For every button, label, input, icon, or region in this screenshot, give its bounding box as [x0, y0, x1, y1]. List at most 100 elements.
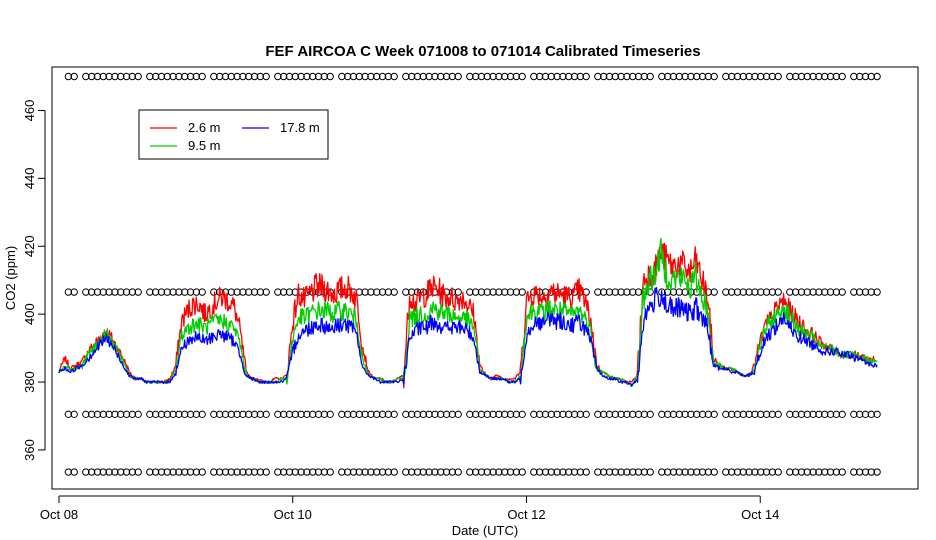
reference-point [797, 72, 806, 81]
reference-point [390, 410, 398, 419]
reference-point [687, 468, 695, 476]
reference-point [239, 72, 247, 81]
reference-point [483, 288, 491, 296]
reference-point [338, 468, 346, 476]
reference-point [146, 72, 154, 81]
reference-point [134, 468, 142, 476]
reference-point [151, 410, 160, 419]
reference-point [518, 72, 526, 81]
reference-point [157, 72, 166, 81]
reference-point [797, 288, 806, 296]
reference-point [402, 288, 410, 296]
reference-point [832, 410, 841, 419]
reference-point [483, 72, 491, 81]
reference-point [535, 468, 544, 476]
reference-point [570, 410, 579, 419]
reference-point [169, 72, 177, 81]
reference-point [727, 72, 736, 81]
reference-point [233, 410, 241, 419]
reference-point [250, 288, 259, 296]
reference-point [570, 72, 579, 81]
reference-point [710, 468, 718, 476]
reference-point [599, 410, 608, 419]
reference-point [722, 468, 730, 476]
reference-point [215, 410, 224, 419]
x-tick-label: Oct 08 [40, 507, 78, 522]
reference-point [774, 410, 782, 419]
reference-point [87, 410, 96, 419]
reference-point [762, 72, 771, 81]
reference-point [87, 468, 96, 476]
reference-point [495, 410, 503, 419]
reference-point [186, 468, 195, 476]
reference-point [727, 288, 736, 296]
reference-point [157, 468, 166, 476]
reference-point [82, 72, 90, 81]
reference-point [367, 288, 375, 296]
reference-point [733, 468, 742, 476]
reference-point [774, 288, 782, 296]
reference-point [419, 468, 427, 476]
reference-point [320, 468, 329, 476]
reference-point [466, 288, 474, 296]
reference-point [93, 468, 102, 476]
reference-point [861, 72, 870, 81]
reference-point [448, 72, 457, 81]
reference-point [745, 410, 753, 419]
reference-point [309, 468, 317, 476]
reference-point [658, 410, 666, 419]
reference-point [646, 72, 654, 81]
reference-point [739, 288, 747, 296]
reference-point [506, 468, 515, 476]
reference-point [535, 410, 544, 419]
reference-point [285, 72, 294, 81]
reference-point [437, 72, 445, 81]
reference-point [233, 468, 241, 476]
reference-point [227, 468, 235, 476]
reference-point [541, 72, 550, 81]
reference-point [448, 410, 457, 419]
reference-point [774, 468, 782, 476]
reference-point [762, 288, 771, 296]
reference-point [192, 288, 201, 296]
reference-point [873, 288, 881, 296]
reference-point [861, 468, 870, 476]
reference-point [826, 410, 835, 419]
reference-point [87, 72, 96, 81]
reference-point [739, 410, 747, 419]
reference-point [815, 288, 823, 296]
reference-point [419, 72, 427, 81]
reference-point [431, 468, 439, 476]
reference-point [791, 72, 800, 81]
reference-point [128, 288, 137, 296]
reference-point [710, 72, 718, 81]
reference-point [82, 410, 90, 419]
reference-point [751, 72, 759, 81]
reference-point [285, 468, 294, 476]
reference-point [134, 72, 142, 81]
reference-point [151, 468, 160, 476]
reference-point [93, 410, 102, 419]
reference-point [512, 288, 521, 296]
reference-point [297, 410, 305, 419]
reference-point [559, 468, 567, 476]
reference-point [623, 468, 631, 476]
reference-point [797, 468, 806, 476]
reference-point [658, 468, 666, 476]
reference-point [489, 72, 497, 81]
reference-point [221, 288, 230, 296]
reference-point [274, 410, 282, 419]
reference-point [192, 468, 201, 476]
reference-point [675, 410, 683, 419]
reference-point [175, 410, 183, 419]
reference-point [338, 410, 346, 419]
x-tick-label: Oct 12 [507, 507, 545, 522]
reference-point [530, 410, 538, 419]
reference-point [105, 72, 113, 81]
reference-point [111, 468, 119, 476]
reference-point [576, 468, 585, 476]
reference-point [594, 72, 602, 81]
reference-point [698, 72, 707, 81]
reference-point [629, 288, 637, 296]
reference-point [530, 72, 538, 81]
